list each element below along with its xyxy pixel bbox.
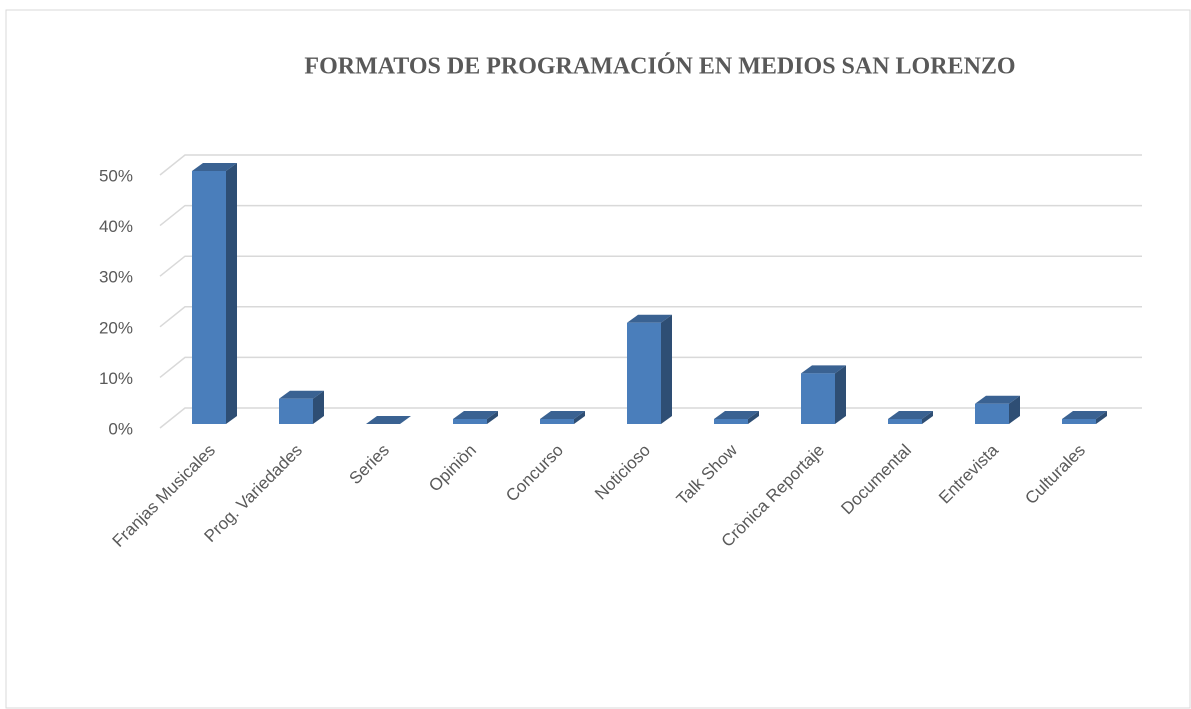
grid-line bbox=[159, 204, 1142, 227]
bar-side bbox=[574, 410, 585, 424]
bar-top bbox=[975, 395, 1020, 404]
bar bbox=[453, 410, 498, 424]
grid-line bbox=[159, 154, 1142, 176]
bar-side bbox=[748, 410, 759, 424]
bar-side bbox=[1009, 395, 1020, 424]
bar bbox=[192, 163, 237, 424]
y-tick-label: 40% bbox=[99, 217, 133, 236]
bar-front bbox=[627, 322, 661, 424]
bar-front bbox=[540, 418, 574, 424]
bar bbox=[279, 390, 324, 424]
bar-front bbox=[888, 418, 922, 424]
bar bbox=[1062, 410, 1107, 424]
bar-top bbox=[1062, 410, 1107, 419]
bar-front bbox=[192, 171, 226, 424]
y-tick-label: 0% bbox=[108, 419, 133, 438]
grid-line bbox=[159, 306, 1142, 328]
bar bbox=[714, 410, 759, 424]
bar-top bbox=[366, 416, 411, 424]
y-tick-label: 30% bbox=[99, 268, 133, 287]
bar-front bbox=[279, 398, 313, 424]
bar-top bbox=[192, 163, 237, 171]
bar-side bbox=[226, 163, 237, 424]
grid-line bbox=[159, 356, 1142, 378]
bar-side bbox=[487, 410, 498, 424]
bar-front bbox=[714, 418, 748, 424]
bar bbox=[627, 314, 672, 424]
bar-front bbox=[801, 373, 835, 424]
bar-front bbox=[975, 403, 1009, 424]
bar-side bbox=[313, 390, 324, 424]
bar bbox=[540, 410, 585, 424]
bar-side bbox=[1096, 410, 1107, 424]
bar bbox=[801, 365, 846, 424]
bar-top bbox=[540, 410, 585, 419]
bar-side bbox=[661, 314, 672, 424]
chart-title: FORMATOS DE PROGRAMACIÓN EN MEDIOS SAN L… bbox=[304, 53, 1015, 80]
bar-top bbox=[279, 390, 324, 399]
y-tick-label: 20% bbox=[99, 318, 133, 337]
bar-top bbox=[714, 410, 759, 419]
bar-front bbox=[453, 418, 487, 424]
bar bbox=[888, 410, 933, 424]
y-tick-label: 10% bbox=[99, 369, 133, 388]
bar bbox=[366, 416, 411, 424]
bar-top bbox=[801, 365, 846, 374]
bar-top bbox=[453, 410, 498, 419]
y-tick-label: 50% bbox=[99, 166, 133, 185]
bar-top bbox=[627, 314, 672, 323]
bar-side bbox=[922, 410, 933, 424]
bar-side bbox=[835, 365, 846, 424]
bar-top bbox=[888, 410, 933, 419]
bar-front bbox=[1062, 418, 1096, 424]
bar bbox=[975, 395, 1020, 424]
grid-line bbox=[159, 255, 1142, 277]
